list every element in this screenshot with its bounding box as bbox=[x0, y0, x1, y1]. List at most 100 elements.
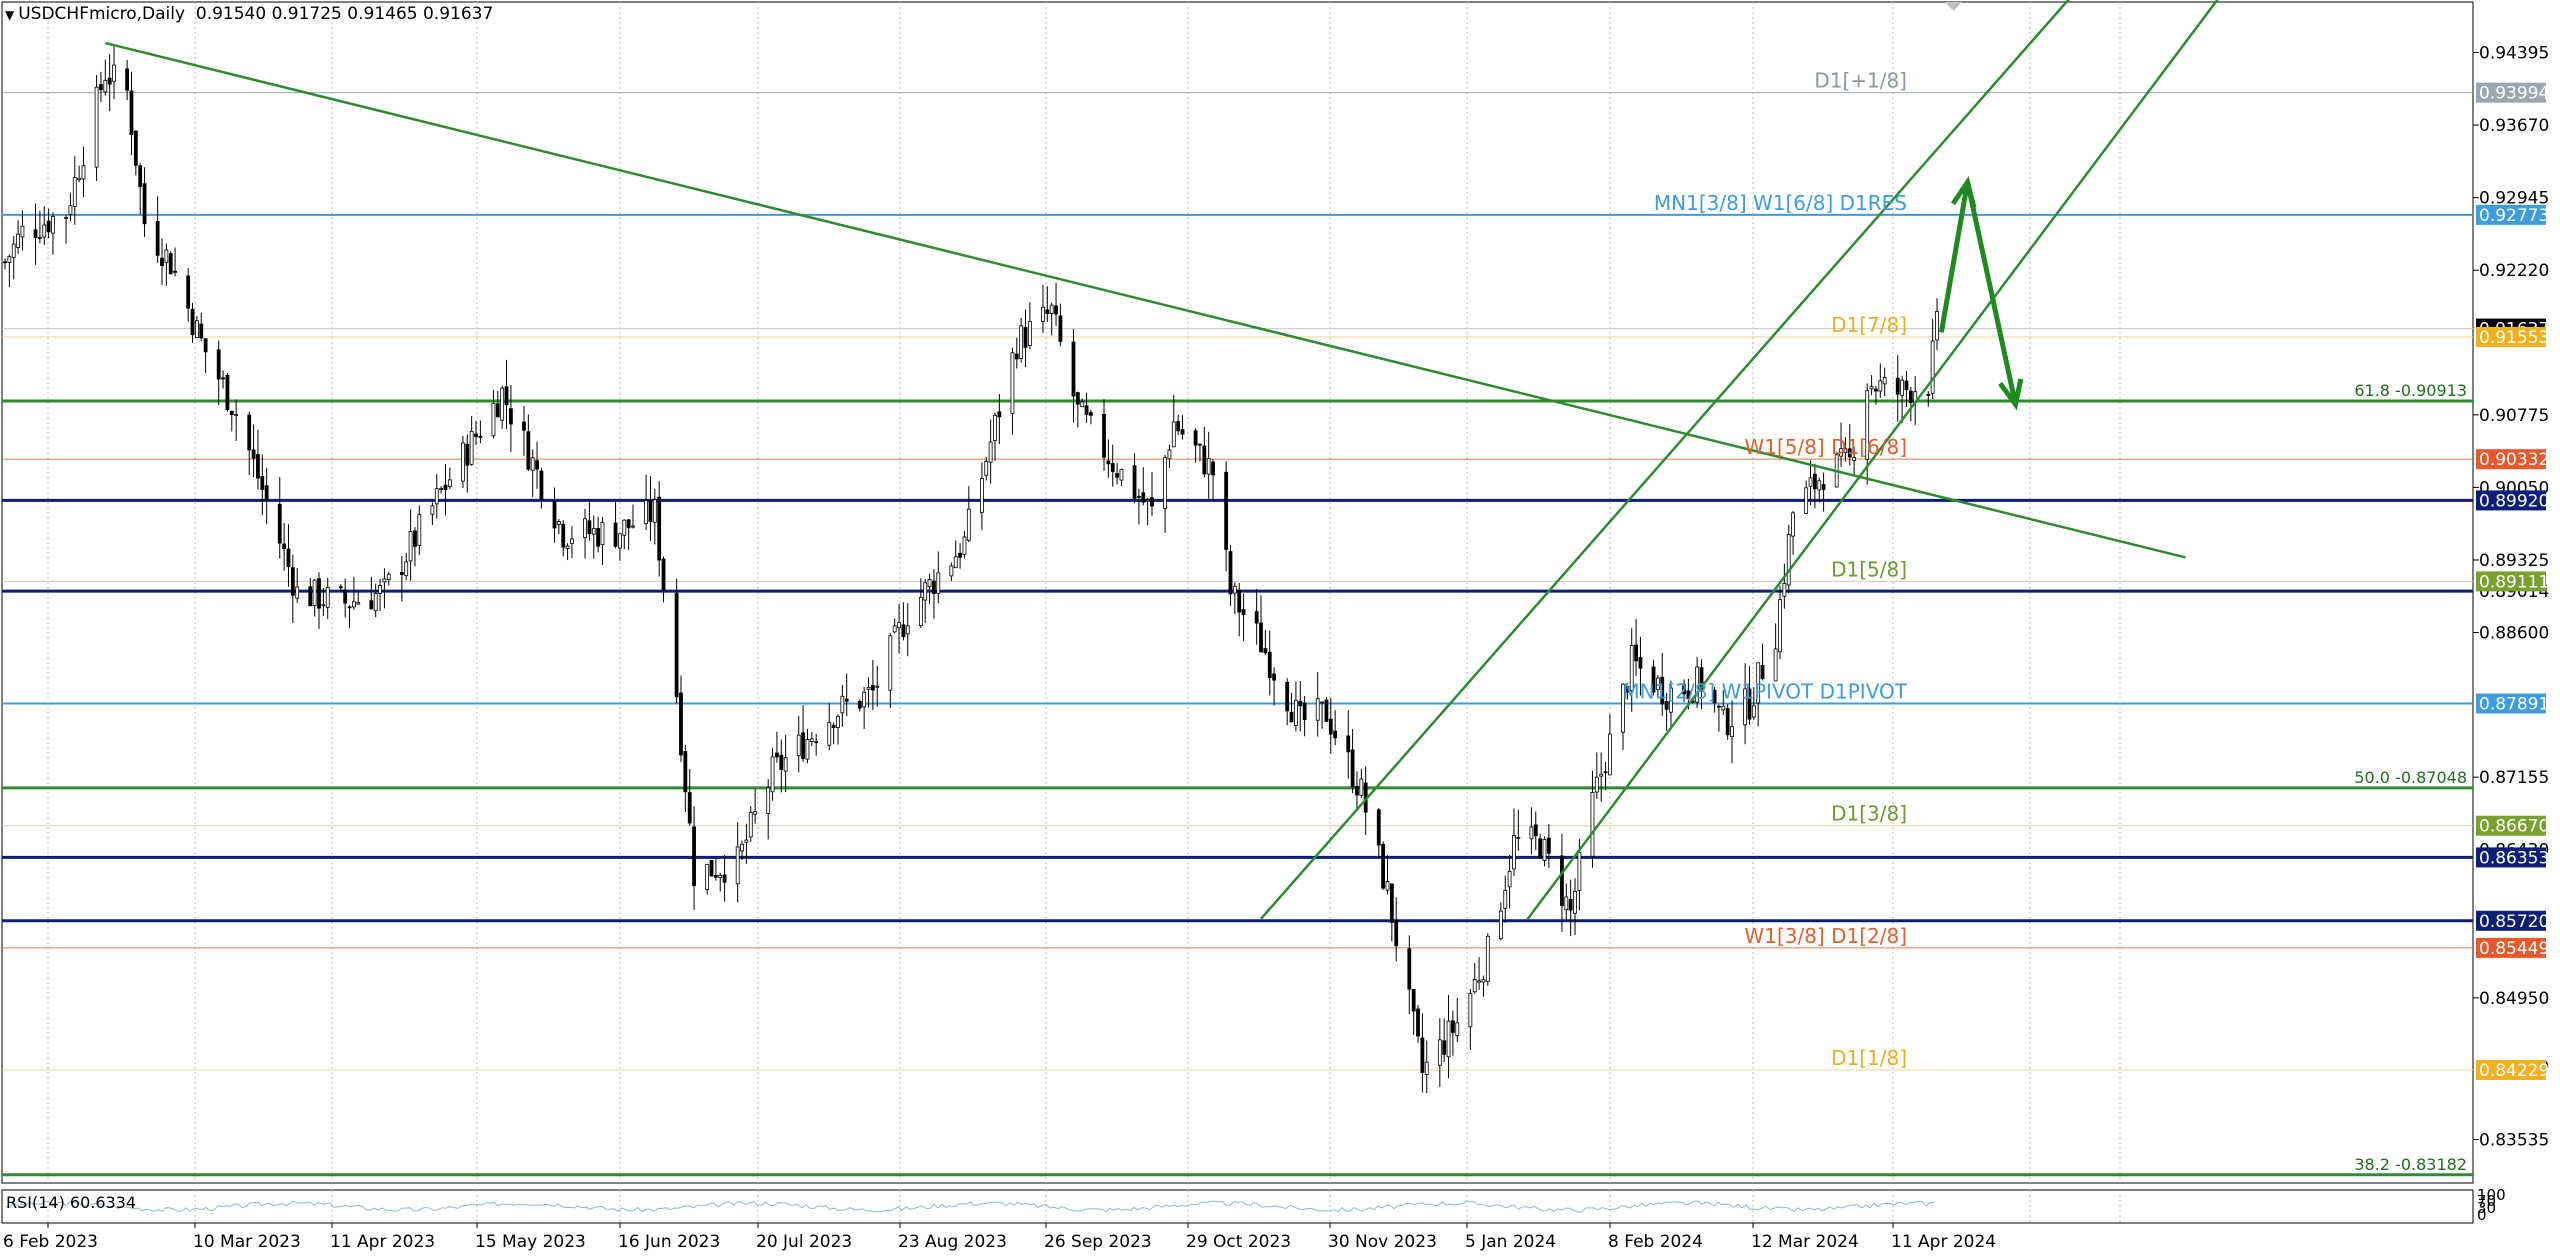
scroll-marker-icon[interactable] bbox=[1945, 2, 1962, 11]
candle-body bbox=[347, 606, 352, 609]
candle-body bbox=[1756, 662, 1761, 704]
candle-body bbox=[186, 275, 191, 309]
candle-body bbox=[20, 225, 25, 238]
candle-body bbox=[1878, 380, 1883, 392]
price-tag-label: 0.84229 bbox=[2479, 1061, 2549, 1081]
candle-body bbox=[1874, 388, 1878, 392]
price-tag bbox=[2476, 204, 2546, 225]
price-axis-label: 0.92220 bbox=[2479, 261, 2549, 281]
candle-body bbox=[125, 68, 130, 91]
candle-body bbox=[591, 528, 596, 535]
price-axis-label: 0.87155 bbox=[2479, 768, 2549, 788]
candle-body bbox=[1638, 657, 1643, 669]
candle-body bbox=[748, 812, 753, 838]
candle-body bbox=[1472, 979, 1477, 993]
time-axis-label: 10 Mar 2023 bbox=[193, 1232, 301, 1252]
candle-body bbox=[587, 520, 592, 535]
channel-lower-line bbox=[1526, 0, 2219, 921]
price-tag bbox=[2476, 1060, 2546, 1081]
level-label: D1[+1/8] bbox=[1814, 69, 1907, 93]
candle-body bbox=[439, 488, 444, 491]
candle-body bbox=[138, 165, 143, 188]
candle-body bbox=[1590, 792, 1595, 857]
candle-body bbox=[1782, 583, 1787, 597]
candle-body bbox=[491, 403, 496, 437]
candle-body bbox=[927, 579, 932, 588]
candle-body bbox=[862, 691, 867, 708]
candle-body bbox=[399, 572, 404, 575]
candle-body bbox=[199, 323, 204, 339]
candle-body bbox=[1900, 379, 1905, 396]
candle-body bbox=[1023, 327, 1028, 348]
price-axis-label: 0.90775 bbox=[2479, 406, 2549, 426]
candle-body bbox=[683, 751, 688, 793]
candle-body bbox=[1904, 380, 1909, 391]
rsi-line bbox=[5, 1200, 1935, 1213]
candle-body bbox=[718, 874, 723, 878]
candle-body bbox=[1272, 673, 1277, 681]
candle-body bbox=[1847, 448, 1852, 458]
collapse-triangle-icon[interactable]: ▼ bbox=[5, 8, 15, 22]
candle-body bbox=[77, 177, 82, 181]
price-tag bbox=[2476, 449, 2546, 470]
candle-body bbox=[1193, 430, 1198, 446]
time-axis-label: 15 May 2023 bbox=[475, 1232, 586, 1252]
candle-body bbox=[661, 558, 666, 591]
candle-body bbox=[1141, 492, 1146, 503]
candle-body bbox=[1089, 412, 1093, 416]
candle-body bbox=[1267, 651, 1272, 679]
candle-body bbox=[1171, 421, 1176, 448]
candle-body bbox=[753, 811, 758, 815]
candle-body bbox=[1106, 460, 1111, 465]
candle-body bbox=[1119, 468, 1124, 481]
candle-body bbox=[234, 414, 239, 416]
candle-body bbox=[1747, 688, 1752, 720]
candle-body bbox=[888, 635, 893, 691]
price-tag-label: 0.86670 bbox=[2479, 817, 2549, 837]
candle-body bbox=[413, 530, 417, 547]
candle-body bbox=[1359, 778, 1364, 796]
price-tag-label: 0.86353 bbox=[2479, 848, 2549, 868]
price-tag bbox=[2476, 326, 2546, 347]
candle-body bbox=[1743, 688, 1748, 726]
candle-body bbox=[1599, 773, 1604, 777]
downtrend-line bbox=[105, 41, 2186, 559]
price-axis-label: 0.83535 bbox=[2479, 1130, 2549, 1150]
candle-body bbox=[16, 233, 20, 248]
candle-body bbox=[356, 602, 361, 605]
time-axis-label: 12 Mar 2024 bbox=[1751, 1232, 1859, 1252]
candle-body bbox=[194, 320, 199, 338]
candle-body bbox=[1254, 611, 1259, 624]
candle-body bbox=[556, 521, 561, 525]
price-tag-label: 0.93994 bbox=[2479, 84, 2549, 104]
candle-body bbox=[495, 403, 500, 418]
level-label: D1[5/8] bbox=[1831, 557, 1907, 581]
symbol-name: USDCHFmicro bbox=[18, 4, 137, 24]
price-tag-label: 0.92773 bbox=[2479, 206, 2549, 226]
candle-body bbox=[508, 408, 513, 425]
fib-level-label: 38.2 -0.83182 bbox=[2354, 1155, 2467, 1174]
price-tag-label: 0.91553 bbox=[2479, 328, 2549, 348]
candle-body bbox=[1232, 585, 1237, 594]
time-axis-label: 11 Apr 2023 bbox=[330, 1232, 435, 1252]
candle-body bbox=[1730, 726, 1734, 737]
candle-body bbox=[1416, 1008, 1420, 1037]
candle-body bbox=[312, 579, 317, 607]
rsi-label: RSI(14) 60.6334 bbox=[6, 1193, 137, 1212]
candle-body bbox=[1424, 1061, 1429, 1075]
candle-body bbox=[1542, 838, 1547, 861]
candle-body bbox=[129, 90, 134, 135]
candle-body bbox=[1324, 699, 1329, 722]
candle-body bbox=[1468, 993, 1473, 1028]
forecast-arrow-head-up bbox=[1950, 176, 1977, 208]
candle-body bbox=[1320, 701, 1324, 704]
candle-body bbox=[583, 518, 587, 539]
candle-body bbox=[1346, 735, 1351, 753]
rsi-axis-label: 70 bbox=[2477, 1192, 2496, 1210]
candle-body bbox=[1054, 305, 1058, 315]
candle-body bbox=[705, 863, 710, 890]
candle-body bbox=[1237, 589, 1242, 613]
candle-body bbox=[949, 565, 954, 577]
